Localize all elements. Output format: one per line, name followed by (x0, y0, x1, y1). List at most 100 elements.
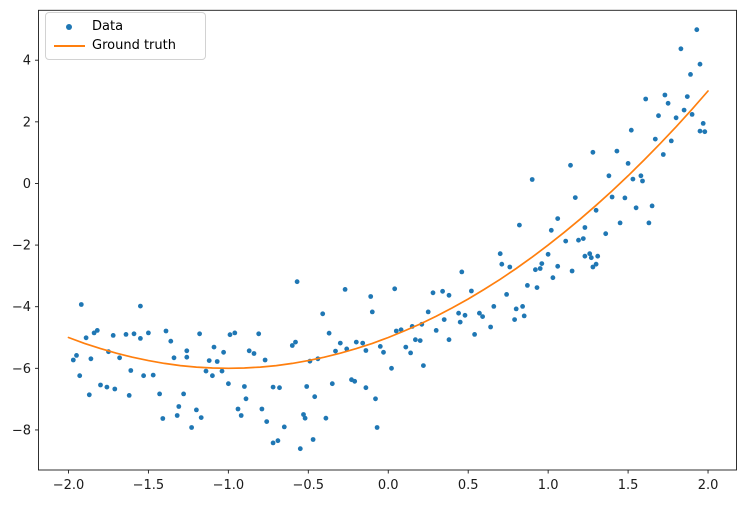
data-point (456, 310, 461, 316)
data-point (243, 396, 249, 402)
data-point (184, 354, 190, 360)
data-point (433, 328, 439, 333)
data-point (210, 373, 215, 379)
data-point (469, 288, 474, 294)
data-point (563, 238, 569, 244)
data-point (548, 227, 554, 233)
data-point (587, 251, 593, 257)
data-point (70, 357, 76, 363)
data-point (238, 413, 244, 418)
legend-label-ground-truth: Ground truth (92, 38, 176, 53)
data-point (77, 373, 83, 379)
data-point (138, 336, 143, 341)
data-point (352, 378, 358, 384)
data-point (302, 415, 308, 421)
data-point (665, 100, 671, 106)
data-point (275, 438, 281, 444)
x-tick-label: 0.0 (378, 478, 399, 493)
y-tick-label: 0 (23, 177, 31, 192)
data-point (520, 304, 525, 309)
data-point (251, 351, 257, 356)
data-point (673, 115, 679, 121)
data-point (256, 331, 262, 337)
data-point (392, 286, 398, 292)
data-point (211, 344, 217, 350)
x-tick-label: −1.5 (133, 478, 165, 493)
data-point (221, 349, 227, 355)
data-point (301, 412, 306, 417)
data-point (320, 311, 326, 317)
data-point (86, 392, 92, 398)
data-point (277, 385, 282, 391)
data-point (83, 335, 89, 341)
data-point (488, 324, 493, 330)
data-point (421, 363, 426, 368)
y-tick-label: −2 (12, 239, 31, 254)
data-point (593, 207, 599, 213)
data-point (628, 127, 634, 133)
data-point (529, 177, 535, 182)
data-point (472, 332, 477, 337)
data-point (181, 391, 187, 397)
data-point (630, 176, 636, 182)
data-point (513, 306, 519, 312)
data-point (246, 348, 252, 354)
data-point (649, 203, 655, 209)
data-point (525, 283, 530, 288)
data-point (425, 309, 431, 315)
data-point (326, 330, 332, 336)
data-point (360, 340, 366, 346)
y-tick-label: −8 (12, 423, 31, 438)
data-point (480, 314, 485, 319)
data-point (668, 138, 674, 144)
data-point (232, 330, 238, 336)
data-point (595, 253, 601, 259)
data-point (681, 107, 687, 113)
data-point (684, 94, 690, 99)
data-point (262, 357, 268, 363)
data-point (588, 255, 594, 261)
legend-item-data: Data (46, 17, 205, 36)
data-point (206, 358, 212, 363)
data-point (235, 406, 241, 412)
y-tick-label: 2 (23, 115, 31, 130)
data-marker-icon (66, 23, 72, 30)
data-point (294, 279, 300, 285)
data-point (569, 268, 575, 274)
data-point (363, 348, 369, 353)
data-point (368, 294, 374, 299)
data-point (110, 333, 116, 338)
data-point (242, 384, 247, 389)
data-point (609, 194, 615, 200)
data-point (625, 161, 631, 166)
data-point (533, 267, 538, 273)
data-point (293, 339, 298, 345)
data-point (203, 368, 209, 374)
data-point (377, 344, 383, 349)
data-point (128, 368, 134, 373)
data-point (176, 404, 182, 409)
data-point (146, 330, 151, 336)
data-point (312, 394, 318, 400)
legend: Data Ground truth (45, 12, 206, 60)
data-point (413, 337, 418, 343)
data-point (337, 340, 343, 346)
x-tick-label: 1.0 (538, 478, 559, 493)
data-point (281, 424, 287, 430)
data-point (333, 348, 338, 354)
data-point (430, 290, 436, 296)
data-point (131, 331, 137, 337)
data-point (297, 446, 303, 452)
data-point (150, 372, 156, 378)
data-point (374, 425, 380, 430)
data-point (590, 264, 596, 270)
data-point (568, 162, 573, 168)
data-point (163, 328, 169, 334)
data-point (633, 205, 639, 211)
data-point (678, 46, 684, 52)
data-point (640, 178, 645, 184)
y-tick-label: −6 (12, 362, 31, 377)
data-point (590, 149, 596, 155)
data-point (112, 386, 118, 392)
data-point (700, 121, 706, 126)
